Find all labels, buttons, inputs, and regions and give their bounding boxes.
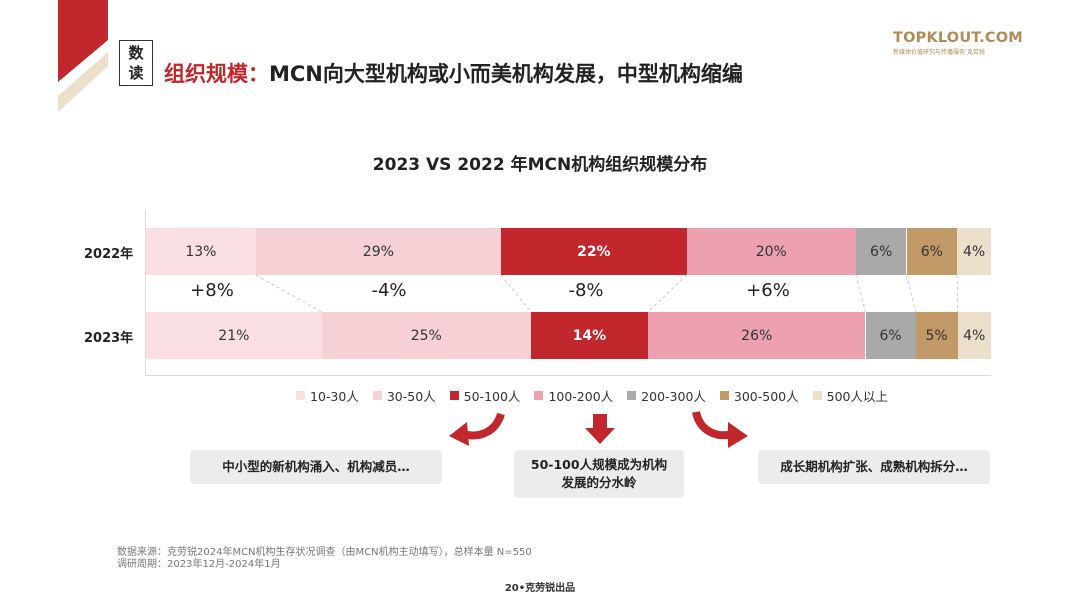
bar-segment: 22% (500, 228, 687, 275)
legend-label: 100-200人 (548, 389, 614, 404)
curved-arrow-left-icon (449, 412, 505, 446)
data-source: 数据来源：克劳锐2024年MCN机构生存状况调查（由MCN机构主动填写），总样本… (117, 547, 532, 571)
diff-label: -4% (371, 280, 407, 301)
bar-segment: 25% (321, 312, 531, 359)
bar-segment: 5% (915, 312, 958, 359)
diff-label: -8% (568, 280, 604, 301)
bar-row-2023: 21% 25% 14% 26% 6% 5% 4% (146, 312, 991, 359)
bar-segment: 20% (686, 228, 856, 275)
legend-label: 30-50人 (386, 389, 436, 404)
legend-label: 300-500人 (733, 389, 799, 404)
page-footer: 20•克劳锐出品 (504, 583, 576, 594)
corner-decoration (58, 0, 108, 112)
badge-char-1: 数 (128, 44, 144, 62)
diff-label: +6% (746, 280, 790, 301)
row-label-2022: 2022年 (84, 247, 134, 262)
page-title: 组织规模：MCN向大型机构或小而美机构发展，中型机构缩编 (164, 58, 743, 88)
note-right: 成长期机构扩张、成熟机构拆分… (758, 450, 990, 484)
bar-segment: 14% (530, 312, 648, 359)
brand-tagline: 新媒体价值研究与传播服务 克劳锐 (893, 49, 985, 56)
row-label-2023: 2023年 (84, 331, 134, 346)
period-line: 调研周期：2023年12月-2024年1月 (117, 559, 281, 570)
legend-item: 500人以上 (812, 386, 888, 405)
legend-item: 50-100人 (449, 386, 521, 405)
bar-segment: 6% (855, 228, 907, 275)
bar-segment: 26% (647, 312, 866, 359)
bar-segment: 21% (146, 312, 322, 359)
legend-label: 50-100人 (463, 389, 521, 404)
bar-segment: 29% (255, 228, 501, 275)
bar-row-2022: 13% 29% 22% 20% 6% 6% 4% (146, 228, 991, 275)
section-badge: 数 读 (119, 40, 153, 86)
note-center: 50-100人规模成为机构发展的分水岭 (514, 450, 684, 498)
legend-item: 10-30人 (296, 386, 359, 405)
legend-label: 10-30人 (310, 389, 359, 404)
legend-swatch (812, 391, 822, 400)
brand-logo: TOPKLOUT.COM 新媒体价值研究与传播服务 克劳锐 (893, 30, 1025, 56)
legend-swatch (534, 391, 544, 400)
legend-label: 500人以上 (826, 389, 888, 404)
legend-item: 30-50人 (372, 386, 436, 405)
brand-name: TOPKLOUT.COM (893, 30, 1023, 46)
chart-title: 2023 VS 2022 年MCN机构组织规模分布 (372, 155, 708, 175)
note-left: 中小型的新机构涌入、机构减员… (190, 450, 442, 484)
title-text: MCN向大型机构或小而美机构发展，中型机构缩编 (269, 62, 743, 86)
title-accent: 组织规模： (164, 62, 269, 86)
legend-swatch (449, 391, 459, 400)
chart-axes (145, 210, 991, 376)
bar-segment: 6% (865, 312, 916, 359)
curved-arrow-right-icon (692, 410, 748, 448)
chart-legend: 10-30人 30-50人 50-100人 100-200人 200-300人 300-5… (296, 386, 888, 405)
diff-label: +8% (190, 280, 234, 301)
badge-char-2: 读 (128, 64, 144, 82)
legend-item: 300-500人 (719, 386, 799, 405)
legend-swatch (627, 391, 637, 400)
legend-swatch (372, 391, 382, 400)
legend-swatch (719, 391, 729, 400)
bar-segment: 4% (957, 312, 991, 359)
bar-segment: 6% (906, 228, 958, 275)
source-line: 数据来源：克劳锐2024年MCN机构生存状况调查（由MCN机构主动填写），总样本… (117, 547, 532, 558)
legend-label: 200-300人 (641, 389, 706, 404)
bar-segment: 4% (957, 228, 991, 275)
legend-swatch (296, 391, 305, 400)
legend-item: 100-200人 (534, 386, 613, 405)
legend-item: 200-300人 (627, 386, 706, 405)
arrow-down-icon (585, 414, 615, 444)
bar-segment: 13% (146, 228, 256, 275)
